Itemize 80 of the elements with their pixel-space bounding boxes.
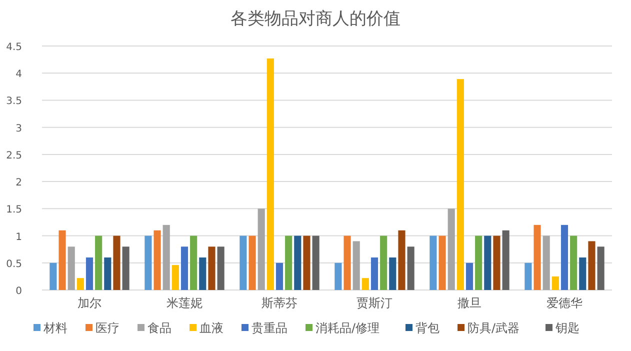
bar (570, 236, 578, 290)
bar (190, 236, 198, 290)
y-tick-label: 0.5 (6, 258, 22, 270)
legend-label: 血液 (200, 321, 224, 335)
x-tick-label: 米莲妮 (166, 296, 202, 310)
x-tick-label: 撒旦 (458, 296, 482, 310)
bar (266, 58, 274, 290)
bar (180, 246, 188, 290)
bar (154, 230, 161, 290)
legend-label: 医疗 (96, 321, 120, 335)
bar (398, 230, 406, 290)
bar (199, 257, 206, 290)
bar (438, 236, 446, 290)
x-tick-label: 爱德华 (546, 296, 582, 310)
legend-label: 贵重品 (252, 321, 288, 335)
bar (448, 208, 455, 290)
bar (294, 236, 302, 290)
bar (493, 236, 500, 290)
bar (303, 236, 310, 290)
legend-label: 背包 (416, 321, 440, 335)
x-tick-label: 贾斯汀 (356, 296, 392, 310)
x-tick-label: 斯蒂芬 (262, 296, 298, 310)
bar (208, 246, 216, 290)
bar (344, 236, 351, 290)
y-tick-label: 3 (16, 123, 22, 134)
bar (380, 236, 388, 290)
bar (162, 224, 170, 290)
bar (597, 246, 604, 290)
bar (534, 224, 541, 290)
bar (389, 257, 396, 290)
legend-label: 食品 (148, 321, 172, 335)
bar (334, 262, 342, 290)
bar (285, 236, 292, 290)
y-tick-label: 4.5 (6, 42, 22, 53)
bar (579, 257, 586, 290)
bar (362, 278, 369, 290)
bar (104, 257, 112, 290)
bar (466, 262, 474, 290)
bar (76, 278, 84, 290)
bar (240, 236, 247, 290)
bar (352, 241, 360, 290)
y-tick-label: 1.5 (6, 204, 22, 216)
legend-label: 防具/武器 (468, 321, 520, 335)
bar (276, 262, 284, 290)
bar (588, 241, 596, 290)
bar (524, 262, 532, 290)
legend-label: 消耗品/修理 (316, 321, 380, 335)
y-tick-label: 0 (16, 286, 22, 297)
y-tick-label: 1 (16, 232, 22, 243)
bar (456, 79, 464, 290)
bar (312, 236, 320, 290)
bar (370, 257, 378, 290)
bar (560, 224, 568, 290)
y-tick-label: 2.5 (6, 150, 22, 162)
bar (172, 265, 179, 290)
bar (248, 236, 256, 290)
legend-label: 钥匙 (554, 321, 580, 335)
bar (95, 236, 102, 290)
legend-label: 材料 (42, 321, 68, 335)
bar (258, 208, 265, 290)
bar (502, 230, 510, 290)
y-tick-label: 2 (16, 178, 22, 189)
y-tick-label: 4 (16, 69, 22, 80)
bar (484, 236, 492, 290)
bar (113, 236, 120, 290)
bar (407, 246, 414, 290)
bar (542, 236, 550, 290)
bar (86, 257, 94, 290)
bar (475, 236, 482, 290)
bar (50, 262, 57, 290)
bar (430, 236, 437, 290)
bar (144, 236, 152, 290)
x-tick-label: 加尔 (78, 296, 102, 310)
bar (217, 246, 224, 290)
bar (68, 246, 75, 290)
bar (122, 246, 130, 290)
bar (58, 230, 66, 290)
bar (552, 276, 559, 290)
y-tick-label: 3.5 (6, 96, 22, 108)
chart-title: 各类物品对商人的价值 (230, 9, 400, 29)
